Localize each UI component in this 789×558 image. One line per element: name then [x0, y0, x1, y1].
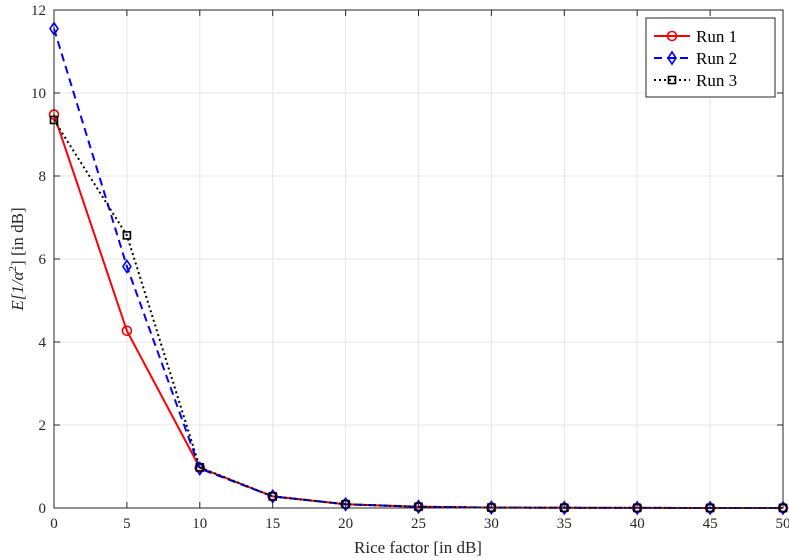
y-tick-label: 8 [39, 169, 47, 185]
legend-item: Run 2 [654, 49, 737, 68]
data-point [705, 500, 716, 516]
x-tick-label: 5 [123, 516, 131, 532]
y-tick-label: 12 [31, 3, 46, 19]
legend-label: Run 3 [696, 71, 737, 90]
legend-item: Run 3 [654, 71, 737, 90]
y-tick-label: 0 [39, 501, 47, 517]
x-tick-label: 40 [630, 516, 645, 532]
legend-item: Run 1 [654, 27, 737, 46]
data-point [268, 492, 278, 501]
y-axis-label: E[1/α2] [in dB] [7, 207, 27, 311]
data-point [121, 259, 132, 274]
data-point [413, 499, 424, 515]
x-tick-label: 45 [703, 516, 718, 532]
y-tick-label: 4 [39, 335, 47, 351]
y-axis-label-suffix: ] [in dB] [8, 207, 27, 266]
x-axis-label: Rice factor [in dB] [354, 538, 482, 557]
y-tick-label: 6 [39, 252, 47, 268]
y-tick-label: 10 [31, 86, 46, 102]
legend-marker [667, 50, 677, 66]
x-tick-label: 35 [557, 516, 572, 532]
y-tick-label: 2 [39, 418, 47, 434]
data-point [559, 500, 570, 516]
x-tick-label: 0 [50, 516, 58, 532]
axis-ticks: 0 5 10 15 20 25 30 35 40 45 50 0 2 4 6 8 10 12 [31, 3, 789, 532]
data-point [486, 500, 497, 516]
x-tick-label: 15 [265, 516, 280, 532]
x-tick-label: 20 [338, 516, 353, 532]
data-point [632, 500, 643, 516]
y-axis-label-prefix: E[1/ [8, 278, 27, 312]
x-tick-label: 10 [192, 516, 207, 532]
x-tick-label: 50 [776, 516, 789, 532]
x-tick-label: 30 [484, 516, 499, 532]
data-point [194, 461, 205, 477]
data-point [778, 500, 788, 516]
legend-label: Run 2 [696, 49, 737, 68]
data-point [195, 463, 205, 472]
data-point [122, 231, 132, 240]
y-axis-label-alpha: α [8, 270, 27, 280]
data-point [121, 325, 133, 337]
x-tick-label: 25 [411, 516, 426, 532]
legend-marker [667, 75, 677, 85]
legend: Run 1 Run 2 Run 3 [645, 17, 776, 98]
legend-marker [666, 30, 678, 42]
legend-label: Run 1 [696, 27, 737, 46]
data-point [340, 496, 351, 512]
y-axis-label-exponent: 2 [7, 266, 19, 272]
